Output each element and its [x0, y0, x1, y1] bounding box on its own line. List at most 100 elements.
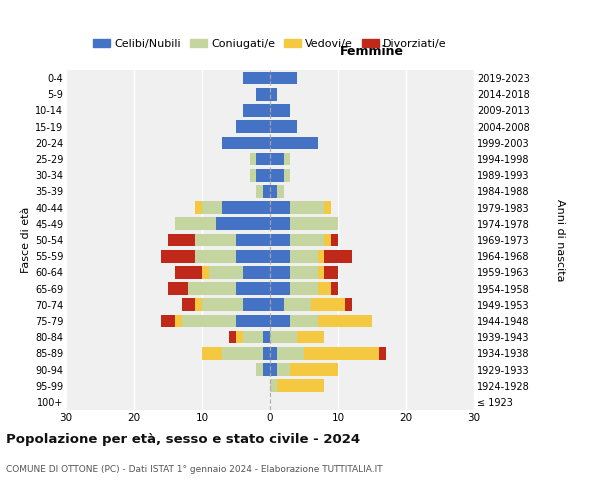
- Bar: [195, 298, 202, 311]
- Bar: [223, 136, 270, 149]
- Y-axis label: Anni di nascita: Anni di nascita: [554, 198, 565, 281]
- Bar: [168, 234, 195, 246]
- Bar: [297, 331, 325, 344]
- Bar: [270, 152, 284, 166]
- Bar: [270, 380, 277, 392]
- Bar: [182, 314, 236, 328]
- Bar: [270, 347, 277, 360]
- Bar: [270, 314, 290, 328]
- Bar: [243, 72, 270, 85]
- Y-axis label: Fasce di età: Fasce di età: [20, 207, 31, 273]
- Bar: [236, 331, 243, 344]
- Bar: [270, 136, 317, 149]
- Bar: [202, 266, 209, 278]
- Bar: [263, 347, 270, 360]
- Bar: [256, 185, 263, 198]
- Bar: [317, 282, 331, 295]
- Bar: [195, 202, 202, 214]
- Bar: [284, 152, 290, 166]
- Bar: [270, 104, 290, 117]
- Bar: [284, 169, 290, 181]
- Bar: [195, 250, 236, 262]
- Bar: [290, 234, 325, 246]
- Bar: [243, 104, 270, 117]
- Bar: [250, 169, 256, 181]
- Bar: [270, 266, 290, 278]
- Bar: [188, 282, 236, 295]
- Bar: [209, 266, 243, 278]
- Bar: [290, 282, 317, 295]
- Text: COMUNE DI OTTONE (PC) - Dati ISTAT 1° gennaio 2024 - Elaborazione TUTTITALIA.IT: COMUNE DI OTTONE (PC) - Dati ISTAT 1° ge…: [6, 465, 383, 474]
- Bar: [325, 266, 338, 278]
- Bar: [270, 202, 290, 214]
- Bar: [270, 234, 290, 246]
- Bar: [290, 363, 338, 376]
- Bar: [270, 72, 297, 85]
- Bar: [175, 266, 202, 278]
- Bar: [331, 234, 338, 246]
- Bar: [195, 234, 236, 246]
- Bar: [182, 298, 195, 311]
- Bar: [263, 185, 270, 198]
- Bar: [236, 250, 270, 262]
- Bar: [243, 298, 270, 311]
- Bar: [161, 250, 195, 262]
- Bar: [175, 218, 215, 230]
- Bar: [270, 169, 284, 181]
- Bar: [202, 202, 223, 214]
- Bar: [277, 347, 304, 360]
- Bar: [270, 185, 277, 198]
- Bar: [202, 298, 243, 311]
- Bar: [263, 363, 270, 376]
- Bar: [256, 363, 263, 376]
- Bar: [236, 234, 270, 246]
- Bar: [243, 331, 263, 344]
- Bar: [215, 218, 270, 230]
- Bar: [236, 120, 270, 133]
- Bar: [202, 347, 223, 360]
- Bar: [256, 169, 270, 181]
- Bar: [311, 298, 345, 311]
- Bar: [270, 331, 297, 344]
- Bar: [263, 331, 270, 344]
- Bar: [317, 314, 372, 328]
- Bar: [325, 234, 331, 246]
- Bar: [256, 152, 270, 166]
- Bar: [270, 250, 290, 262]
- Bar: [270, 282, 290, 295]
- Bar: [325, 202, 331, 214]
- Bar: [317, 266, 325, 278]
- Bar: [250, 152, 256, 166]
- Bar: [270, 120, 297, 133]
- Bar: [317, 250, 325, 262]
- Bar: [175, 314, 182, 328]
- Bar: [223, 347, 263, 360]
- Bar: [331, 282, 338, 295]
- Bar: [236, 282, 270, 295]
- Bar: [270, 88, 277, 101]
- Bar: [345, 298, 352, 311]
- Bar: [161, 314, 175, 328]
- Bar: [290, 266, 317, 278]
- Bar: [270, 298, 284, 311]
- Bar: [168, 282, 188, 295]
- Legend: Celibi/Nubili, Coniugati/e, Vedovi/e, Divorziati/e: Celibi/Nubili, Coniugati/e, Vedovi/e, Di…: [89, 35, 451, 54]
- Bar: [229, 331, 236, 344]
- Bar: [256, 88, 270, 101]
- Bar: [243, 266, 270, 278]
- Bar: [277, 185, 284, 198]
- Bar: [379, 347, 386, 360]
- Bar: [290, 202, 325, 214]
- Bar: [284, 298, 311, 311]
- Bar: [304, 347, 379, 360]
- Bar: [270, 363, 277, 376]
- Bar: [277, 363, 290, 376]
- Bar: [270, 218, 290, 230]
- Bar: [290, 314, 317, 328]
- Bar: [290, 250, 317, 262]
- Bar: [325, 250, 352, 262]
- Bar: [236, 314, 270, 328]
- Text: Popolazione per età, sesso e stato civile - 2024: Popolazione per età, sesso e stato civil…: [6, 432, 360, 446]
- Text: Femmine: Femmine: [340, 45, 404, 58]
- Bar: [223, 202, 270, 214]
